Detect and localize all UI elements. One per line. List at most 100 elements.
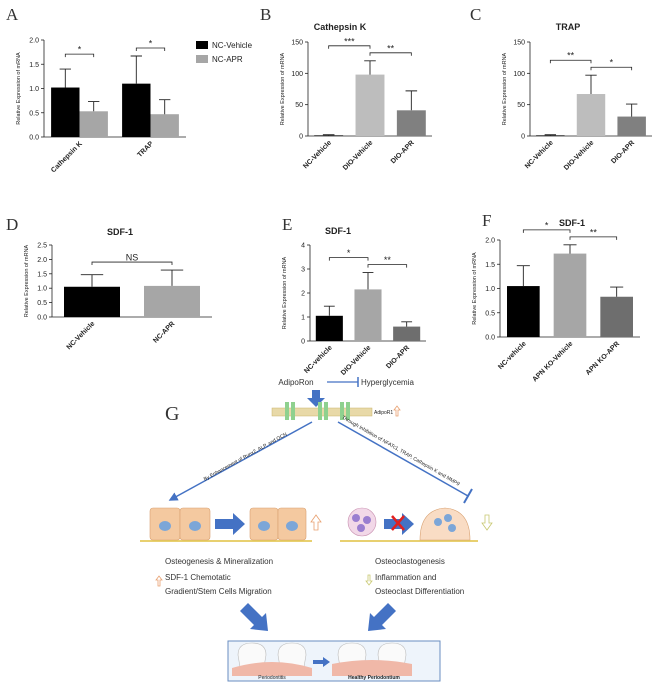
error-bar (59, 68, 71, 88)
teeth (232, 642, 412, 676)
big-arrow (368, 603, 396, 631)
x-tick-label: Cathepsin K (50, 140, 84, 174)
significance-bracket (328, 45, 371, 49)
y-tick-label: 1 (301, 315, 305, 322)
y-axis-label: Relative Expression of mRNA (24, 244, 30, 317)
error-bar (625, 103, 638, 117)
significance-bracket (590, 66, 633, 71)
bar (144, 285, 200, 317)
panel-g: G AdipoRon Hyperglycemia AdipoR1 By Enha… (140, 377, 493, 682)
drug-label: AdipoRon (278, 378, 313, 387)
effect-text: Gradient/Stem Cells Migration (165, 587, 272, 596)
x-tick-label: NC-vehicle (497, 340, 528, 371)
significance-label: * (78, 45, 82, 55)
y-tick-label: 1.0 (37, 286, 47, 293)
y-tick-label: 1.5 (37, 271, 47, 278)
tooth-label: Periodontitis (258, 675, 286, 681)
block-cross (391, 515, 405, 531)
y-tick-label: 0.5 (485, 310, 495, 317)
x-tick-label: NC-Vehicle (524, 139, 555, 170)
x-tick-label: DIO-Vehicle (563, 139, 596, 172)
y-tick-label: 0.0 (37, 315, 47, 322)
chart: A 0.0 0.5 1.0 1.5 2.0 Relative Expression of m… (6, 5, 253, 174)
panel-letter: A (6, 5, 19, 24)
y-tick-label: 4 (301, 243, 305, 250)
significance-label: NS (126, 253, 139, 263)
effect-text: Inflammation and (375, 573, 436, 582)
chart-title: TRAP (556, 22, 581, 32)
chart-title: Cathepsin K (314, 22, 367, 32)
bar (79, 111, 108, 137)
significance-label: * (347, 248, 351, 258)
bar (150, 114, 179, 137)
y-tick-label: 2.0 (485, 238, 495, 245)
error-bar (585, 74, 597, 95)
y-tick-label: 50 (295, 102, 303, 109)
up-arrow (310, 514, 322, 531)
chart-title: SDF-1 (559, 218, 585, 228)
error-bar (80, 274, 104, 287)
x-tick-label: APN KO-APR (585, 340, 621, 376)
x-tick-label: NC-Vehicle (66, 320, 97, 351)
chart: E SDF-1 0 1 2 3 4 Relative Expression of mRNA NC… (282, 215, 426, 377)
x-tick-label: NC-Vehicle (302, 139, 333, 170)
bar (355, 74, 385, 136)
panel-letter: D (6, 215, 18, 234)
significance-bracket (522, 229, 571, 233)
osteoclast-cluster (340, 507, 478, 542)
legend-label: NC-Vehicle (212, 41, 253, 50)
x-tick-label: NC-vehicle (303, 344, 334, 375)
y-tick-label: 100 (291, 71, 303, 78)
inhibit-bar (463, 488, 473, 504)
chart: B Cathepsin K 0 50 100 150 Relative Expression… (260, 5, 432, 172)
significance-bracket (328, 257, 369, 261)
chart-title: SDF-1 (325, 226, 351, 236)
x-tick-label: DIO-APR (385, 344, 411, 370)
chart: C TRAP 0 50 100 150 Relative Expression of mRN… (470, 5, 652, 172)
significance-label: * (149, 39, 153, 49)
significance-bracket (91, 261, 173, 266)
effect-text: Osteogenesis & Mineralization (165, 557, 273, 566)
y-axis-label: Relative Expression of mRNA (280, 52, 286, 125)
y-tick-label: 0 (521, 134, 525, 141)
error-bar (88, 101, 100, 112)
significance-bracket (367, 264, 408, 268)
significance-label: ** (567, 51, 575, 61)
chart-title: SDF-1 (107, 227, 133, 237)
path-line (337, 421, 469, 497)
big-arrow (240, 603, 268, 631)
y-tick-label: 3 (301, 267, 305, 274)
bar (576, 94, 606, 136)
y-tick-label: 1.0 (29, 86, 39, 93)
x-tick-label: TRAP (136, 140, 155, 159)
significance-bracket (549, 59, 592, 64)
bar (536, 135, 565, 136)
effect-text: SDF-1 Chemotatic (165, 573, 231, 582)
error-bar (160, 269, 184, 286)
x-tick-label: DIO-Vehicle (340, 344, 373, 377)
y-axis-label: Relative Expression of mRNA (282, 256, 288, 329)
tooth-label: Healthy Periodontium (348, 675, 400, 681)
osteoblast-cells (140, 507, 312, 542)
error-bar (159, 99, 171, 115)
up-arrow (393, 405, 401, 417)
inhibits-label: Hyperglycemia (361, 378, 414, 387)
y-tick-label: 1.0 (485, 286, 495, 293)
bar (617, 116, 646, 136)
error-bar (610, 286, 624, 297)
bar (396, 110, 426, 136)
error-bar (516, 265, 530, 287)
error-bar (362, 272, 374, 290)
chart: F SDF-1 0.0 0.5 1.0 1.5 2.0 Relative Expression… (472, 211, 640, 383)
error-bar (563, 244, 577, 254)
y-tick-label: 150 (513, 40, 525, 47)
osteoclast-cell (419, 507, 471, 541)
y-tick-label: 0.0 (29, 135, 39, 142)
bar (507, 286, 540, 337)
error-bar (405, 90, 418, 111)
y-tick-label: 2.5 (37, 243, 47, 250)
chart: D SDF-1 0.0 0.5 1.0 1.5 2.0 2.5 Relative Express… (6, 215, 212, 351)
bar (393, 326, 421, 341)
down-arrow (307, 390, 325, 407)
